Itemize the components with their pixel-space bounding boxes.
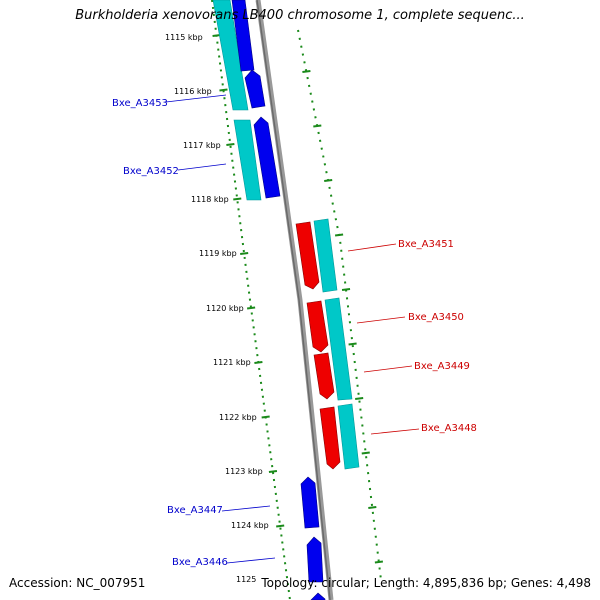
gene-label-bxe-a3453[interactable]: Bxe_A3453 xyxy=(112,98,168,109)
genome-summary-text: Topology: circular; Length: 4,895,836 bp… xyxy=(261,576,591,590)
ruler-label: 1124 kbp xyxy=(231,521,269,530)
ruler-tick xyxy=(313,124,322,128)
ruler-label: 1116 kbp xyxy=(174,87,212,96)
ruler-tick xyxy=(261,415,270,419)
ruler-tick xyxy=(302,70,311,73)
ruler-tick xyxy=(233,197,242,201)
ruler-tick xyxy=(268,470,278,473)
cds-features xyxy=(212,0,360,470)
gene-label-bxe-a3449[interactable]: Bxe_A3449 xyxy=(414,361,470,372)
ruler-tick xyxy=(361,451,370,455)
ruler-tick xyxy=(219,88,228,92)
inner-ruler-ticks xyxy=(212,34,285,528)
ruler-tick xyxy=(348,342,357,346)
ruler-tick xyxy=(355,397,364,400)
ruler-tick xyxy=(240,252,249,255)
gene-label-bxe-a3451[interactable]: Bxe_A3451 xyxy=(398,239,454,250)
label-leader-line xyxy=(370,428,420,435)
ruler-labels: 1115 kbp 1116 kbp 1117 kbp 1118 kbp 1119… xyxy=(165,33,269,584)
label-leader-line xyxy=(221,505,271,512)
forward-genes xyxy=(231,0,326,600)
ruler-tick xyxy=(341,288,351,291)
ruler-label: 1121 kbp xyxy=(213,358,251,367)
ruler-tick xyxy=(368,506,377,509)
gene-label-bxe-a3447[interactable]: Bxe_A3447 xyxy=(167,505,223,516)
ruler-label: 1123 kbp xyxy=(225,467,263,476)
label-leader-line xyxy=(363,365,413,373)
gene-arrow-bxe-a3453[interactable] xyxy=(244,69,266,109)
ruler-tick xyxy=(374,560,384,564)
ruler-label: 1120 kbp xyxy=(206,304,244,313)
gene-arrow-bxe-a3449[interactable] xyxy=(313,352,335,400)
backbone-line xyxy=(255,0,334,600)
backbone-track xyxy=(255,0,334,600)
ruler-label: 1118 kbp xyxy=(191,195,229,204)
cds-bar[interactable] xyxy=(313,218,338,293)
gene-arrow-bxe-a3448[interactable] xyxy=(319,406,341,470)
gene-labels: Bxe_A3453 Bxe_A3452 Bxe_A3451 Bxe_A3450 … xyxy=(112,94,477,568)
ruler-label: 1119 kbp xyxy=(199,249,237,258)
ruler-tick xyxy=(254,361,263,364)
gene-label-bxe-a3452[interactable]: Bxe_A3452 xyxy=(123,166,179,177)
ruler-label: 1115 kbp xyxy=(165,33,203,42)
gene-arrow-bxe-a3453-part[interactable] xyxy=(231,0,255,72)
map-title: Burkholderia xenovorans LB400 chromosome… xyxy=(75,8,525,23)
gene-label-bxe-a3446[interactable]: Bxe_A3446 xyxy=(172,557,228,568)
gene-arrow-bxe-a3450[interactable] xyxy=(306,300,329,353)
gene-arrow-bxe-a3452[interactable] xyxy=(253,116,281,199)
ruler-label: 1125 xyxy=(236,575,256,584)
cds-bar[interactable] xyxy=(212,0,249,111)
label-leader-line xyxy=(226,557,276,564)
ruler-tick xyxy=(247,306,256,310)
ruler-label: 1122 kbp xyxy=(219,413,257,422)
ruler-tick xyxy=(334,233,344,237)
reverse-genes xyxy=(295,221,341,470)
gene-label-bxe-a3450[interactable]: Bxe_A3450 xyxy=(408,312,464,323)
accession-text: Accession: NC_007951 xyxy=(9,576,146,590)
gene-arrow-partial[interactable] xyxy=(310,592,326,600)
label-leader-line xyxy=(165,94,227,103)
inner-ruler-line xyxy=(211,0,291,600)
label-leader-line xyxy=(356,316,406,324)
ruler-tick xyxy=(226,143,235,146)
label-leader-line xyxy=(347,243,397,252)
ruler-tick xyxy=(324,179,333,182)
label-leader-line xyxy=(177,163,227,171)
ruler-label: 1117 kbp xyxy=(183,141,221,150)
cds-bar[interactable] xyxy=(324,297,353,401)
gene-arrow-bxe-a3451[interactable] xyxy=(295,221,320,290)
cds-bar[interactable] xyxy=(337,403,360,470)
cds-bar[interactable] xyxy=(233,119,262,201)
outer-ruler-ticks xyxy=(302,70,384,564)
gene-arrow-bxe-a3446[interactable] xyxy=(306,536,324,583)
gene-label-bxe-a3448[interactable]: Bxe_A3448 xyxy=(421,423,477,434)
gene-arrow-bxe-a3447[interactable] xyxy=(300,476,320,529)
ruler-tick xyxy=(276,524,285,528)
